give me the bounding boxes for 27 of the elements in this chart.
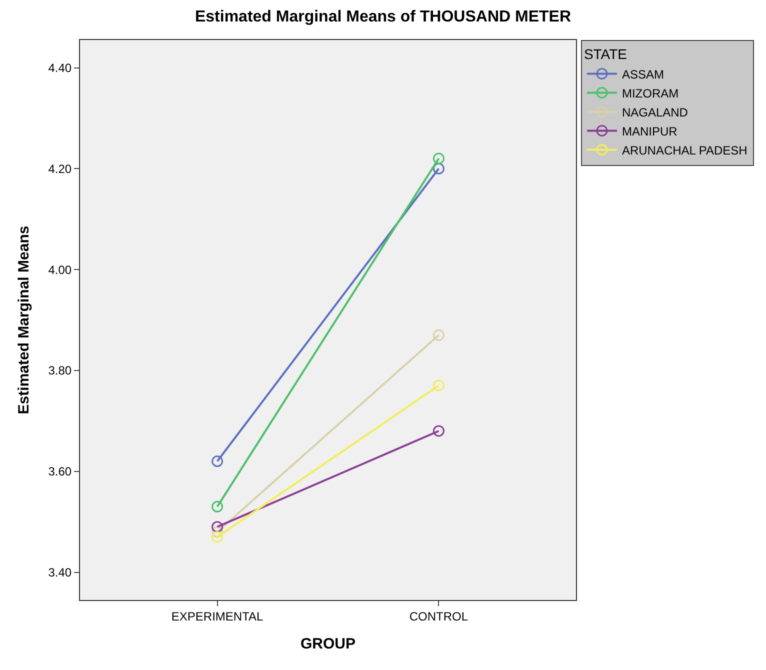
point [212, 500, 224, 512]
x-tick-label: EXPERIMENTAL [171, 609, 264, 624]
x-axis-title: GROUP [300, 635, 356, 652]
point [432, 329, 444, 341]
y-tick-label: 4.00 [48, 262, 72, 277]
point [212, 456, 224, 468]
point [212, 521, 224, 533]
legend-label: ASSAM [622, 67, 664, 82]
y-tick-label: 4.20 [48, 162, 72, 176]
y-tick-label: 3.60 [48, 464, 72, 479]
legend-label: NAGALAND [622, 105, 688, 120]
y-tick-label: 4.40 [48, 60, 72, 75]
x-tick-label: CONTROL [409, 609, 468, 624]
point [432, 162, 444, 174]
point [212, 526, 224, 538]
y-axis-title: Estimated Marginal Means [15, 226, 32, 414]
point [212, 531, 224, 543]
point [432, 152, 444, 164]
point [432, 380, 444, 392]
y-tick-label: 3.40 [48, 565, 72, 580]
legend-label: ARUNACHAL PADESH [622, 143, 748, 158]
point [432, 425, 444, 437]
y-tick-label: 3.80 [48, 364, 72, 378]
legend-title: STATE [584, 46, 628, 62]
legend-label: MANIPUR [622, 124, 678, 138]
legend-label: MIZORAM [622, 86, 679, 100]
chart-title: Estimated Marginal Means of THOUSAND METER [194, 8, 572, 26]
